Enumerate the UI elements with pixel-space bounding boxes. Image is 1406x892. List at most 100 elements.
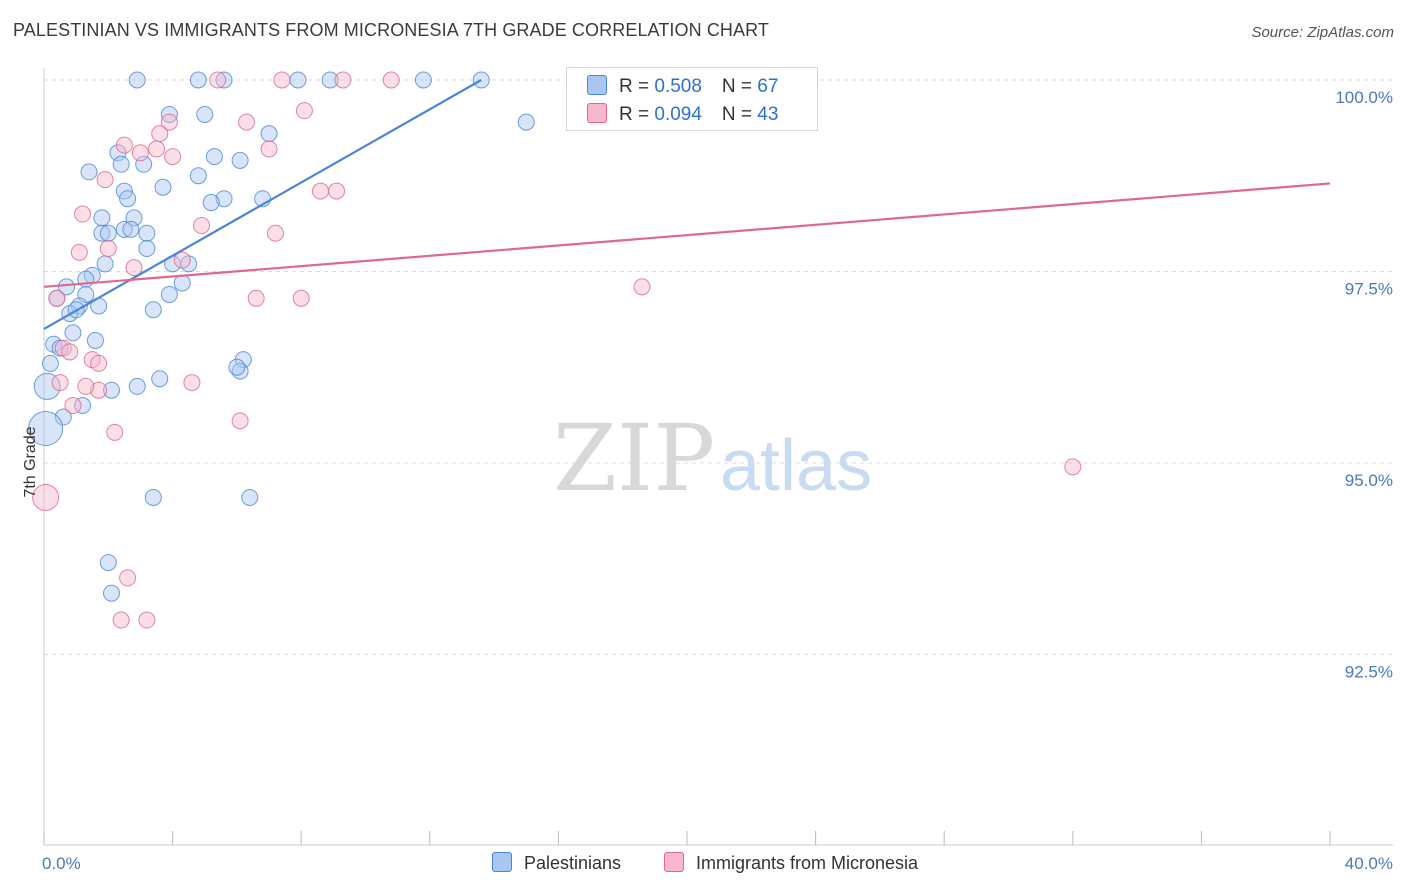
palestinian-point [115, 220, 133, 238]
micronesia-point [266, 224, 284, 242]
palestinian-point [86, 331, 104, 349]
palestinian-point [173, 274, 191, 292]
palestinian-point [122, 220, 140, 238]
legend-r-label: R = [619, 104, 655, 125]
palestinian-point [64, 324, 82, 342]
legend-r-value: 0.508 [654, 76, 702, 97]
micronesia-point [295, 102, 313, 120]
source-label: Source: ZipAtlas.com [1251, 24, 1394, 41]
palestinian-point [215, 71, 233, 89]
micronesia-point [193, 217, 211, 235]
y-axis-label: 7th Grade [22, 426, 39, 497]
x-tick-label: 0.0% [42, 854, 81, 873]
palestinian-point [144, 488, 162, 506]
legend-r-label: R = [619, 76, 655, 97]
micronesia-point [115, 136, 133, 154]
micronesia-point [148, 140, 166, 158]
watermark: ZIP atlas [553, 405, 872, 512]
micronesia-point [131, 144, 149, 162]
palestinian-point [189, 167, 207, 185]
legend-row-micronesia: R = 0.094 N = 43 [587, 103, 778, 126]
micronesia-point [164, 148, 182, 166]
palestinian-point [189, 71, 207, 89]
micronesia-point [90, 381, 108, 399]
palestinian-point [231, 151, 249, 169]
palestinian-point [103, 584, 121, 602]
axes [43, 68, 1393, 846]
chart-title: PALESTINIAN VS IMMIGRANTS FROM MICRONESI… [13, 20, 769, 40]
micronesia-point [61, 343, 79, 361]
micronesia-point [90, 354, 108, 372]
micronesia-point [260, 140, 278, 158]
palestinian-point [151, 370, 169, 388]
micronesia-point [160, 113, 178, 131]
palestinian-point [93, 224, 111, 242]
series-swatch-palestinians [492, 852, 512, 872]
series-label: Immigrants from Micronesia [696, 853, 919, 873]
palestinian-point [99, 224, 117, 242]
y-tick-label: 92.5% [1345, 663, 1393, 682]
micronesia-point [183, 374, 201, 392]
stats-legend: R = 0.508 N = 67 R = 0.094 N = 43 [566, 67, 818, 131]
palestinian-point [414, 71, 432, 89]
series-legend-palestinians[interactable]: Palestinians [492, 852, 621, 874]
x-tick-label: 40.0% [1345, 854, 1393, 873]
palestinian-point [41, 354, 59, 372]
micronesia-point [119, 569, 137, 587]
palestinian-point [119, 190, 137, 208]
micronesia-point [64, 397, 82, 415]
micronesia-point [138, 611, 156, 629]
micronesia-point [77, 377, 95, 395]
micronesia-point [328, 182, 346, 200]
micronesia-point [1064, 458, 1082, 476]
micronesia-point [247, 289, 265, 307]
series-swatch-micronesia [664, 852, 684, 872]
palestinian-point [74, 397, 92, 415]
micronesia-point [238, 113, 256, 131]
palestinian-point [241, 488, 259, 506]
micronesia-point [32, 483, 60, 511]
micronesia-point [151, 125, 169, 143]
data-points [28, 71, 1082, 629]
micronesia-point [74, 205, 92, 223]
palestinian-point [144, 301, 162, 319]
micronesia-point [51, 374, 69, 392]
legend-r-value: 0.094 [654, 104, 702, 125]
palestinian-point [517, 113, 535, 131]
palestinian-point [138, 240, 156, 258]
palestinian-point [112, 155, 130, 173]
palestinian-point [160, 285, 178, 303]
series-legend-micronesia[interactable]: Immigrants from Micronesia [664, 852, 918, 874]
micronesia-point [292, 289, 310, 307]
palestinian-point [54, 408, 72, 426]
watermark-atlas: atlas [720, 426, 872, 506]
palestinian-point [93, 209, 111, 227]
palestinian-point [196, 105, 214, 123]
palestinian-point [154, 178, 172, 196]
palestinian-point [96, 255, 114, 273]
micronesia-point [48, 289, 66, 307]
trend-lines [43, 79, 1331, 330]
palestinian-point [28, 411, 64, 447]
series-legend: Palestinians Immigrants from Micronesia [0, 852, 1406, 876]
palestinian-point [128, 71, 146, 89]
micronesia-point [334, 71, 352, 89]
micronesia-point [125, 259, 143, 277]
y-tick-label: 95.0% [1345, 471, 1393, 490]
y-tick-label: 100.0% [1335, 88, 1393, 107]
legend-n-value: 43 [757, 104, 779, 125]
micronesia-point [382, 71, 400, 89]
legend-swatch-palestinians [587, 75, 607, 95]
watermark-zip: ZIP [553, 405, 715, 512]
micronesia-point [273, 71, 291, 89]
legend-n-label: N = [721, 76, 758, 97]
palestinian-point [99, 554, 117, 572]
palestinian-point [205, 148, 223, 166]
palestinian-point [33, 372, 61, 400]
palestinian-point [215, 190, 233, 208]
legend-n-label: N = [721, 104, 758, 125]
palestinian-point [228, 358, 246, 376]
palestinian-point [80, 163, 98, 181]
micronesia-point [112, 611, 130, 629]
